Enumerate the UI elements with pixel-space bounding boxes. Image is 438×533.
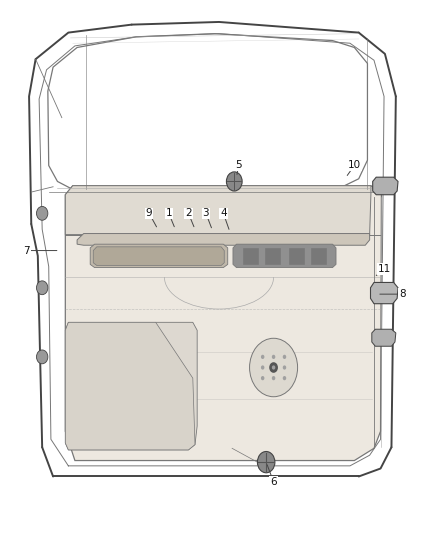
Polygon shape (65, 185, 381, 461)
Polygon shape (90, 244, 228, 268)
Circle shape (283, 366, 286, 369)
Polygon shape (289, 248, 304, 264)
Circle shape (283, 376, 286, 380)
Circle shape (261, 376, 265, 380)
Text: 7: 7 (24, 246, 30, 255)
Circle shape (261, 355, 265, 359)
Circle shape (269, 362, 278, 373)
Circle shape (258, 451, 275, 473)
Polygon shape (65, 322, 195, 450)
Circle shape (36, 350, 48, 364)
Polygon shape (372, 329, 396, 346)
Polygon shape (311, 248, 326, 264)
Text: 11: 11 (378, 264, 392, 274)
Polygon shape (65, 185, 371, 235)
Circle shape (226, 172, 242, 191)
Polygon shape (77, 233, 370, 245)
Circle shape (261, 366, 265, 369)
Circle shape (250, 338, 297, 397)
Polygon shape (243, 248, 258, 264)
Polygon shape (233, 244, 336, 268)
Text: 2: 2 (185, 208, 192, 219)
Text: 4: 4 (220, 208, 227, 219)
Text: 3: 3 (203, 208, 209, 219)
Circle shape (36, 206, 48, 220)
Text: 5: 5 (235, 160, 242, 171)
Polygon shape (265, 248, 280, 264)
Text: 9: 9 (146, 208, 152, 219)
Circle shape (272, 366, 276, 369)
Circle shape (36, 281, 48, 295)
Text: 1: 1 (166, 208, 172, 219)
Text: 6: 6 (270, 477, 277, 487)
Circle shape (283, 355, 286, 359)
Text: 8: 8 (399, 289, 406, 299)
Circle shape (272, 355, 276, 359)
Text: 10: 10 (348, 160, 361, 171)
Circle shape (272, 376, 276, 380)
Polygon shape (65, 322, 197, 450)
Polygon shape (373, 177, 398, 195)
Polygon shape (371, 282, 398, 304)
Polygon shape (93, 247, 224, 265)
